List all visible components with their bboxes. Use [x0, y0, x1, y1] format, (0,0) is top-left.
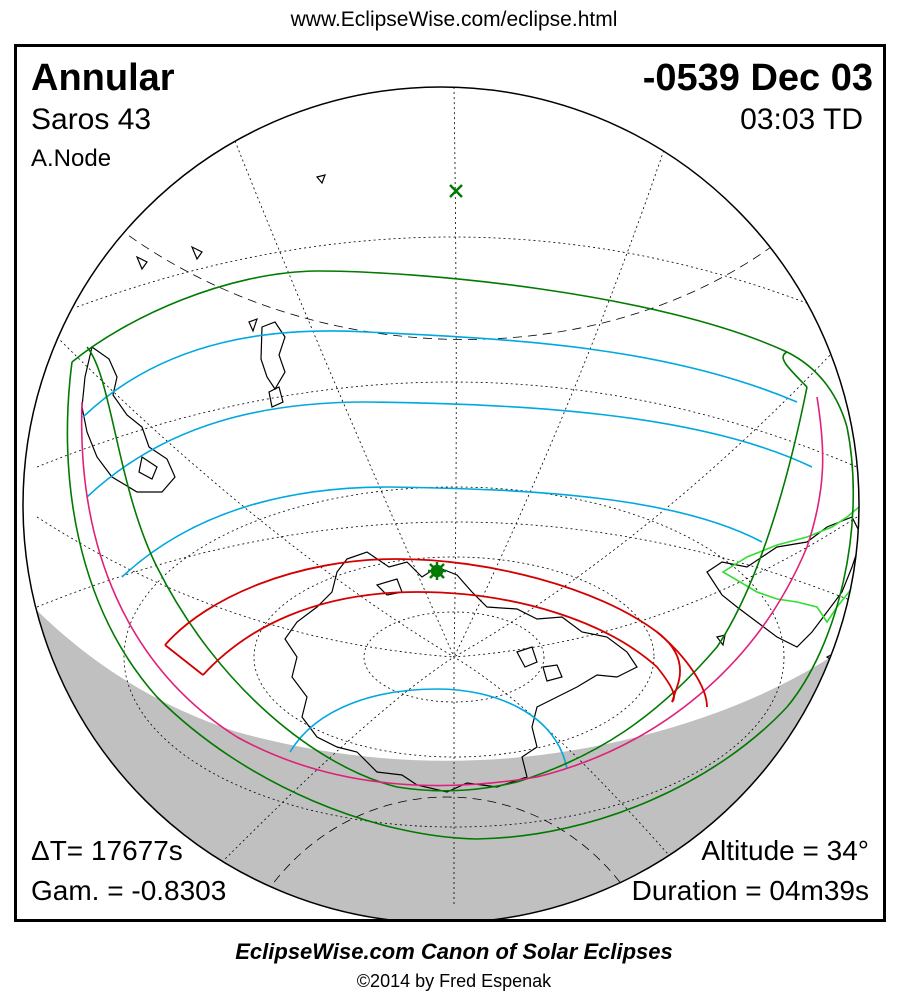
node-label: A.Node: [31, 145, 112, 172]
source-url[interactable]: www.EclipseWise.com/eclipse.html: [290, 8, 618, 31]
penumbral-limits: [66, 270, 855, 840]
graticule: [36, 87, 859, 907]
saros-number: Saros 43: [31, 103, 152, 136]
magnitude-lines: [82, 330, 813, 770]
central-duration: Duration = 04m39s: [631, 875, 869, 906]
sun-altitude: Altitude = 34°: [701, 835, 869, 866]
canon-title: EclipseWise.com Canon of Solar Eclipses: [235, 939, 673, 964]
greatest-eclipse-star-icon: [428, 562, 446, 580]
delta-t: ΔT= 17677s: [31, 835, 183, 866]
eclipse-map-frame: Annular -0539 Dec 03 Saros 43 03:03 TD A…: [14, 44, 886, 922]
greenland-outline: [721, 435, 859, 624]
dashed-circle-2: [236, 796, 658, 919]
rise-set-curves: [80, 396, 824, 787]
gamma-value: Gam. = -0.8303: [31, 875, 227, 906]
eclipse-globe-map: [22, 86, 860, 919]
subsolar-point-cross-icon: [449, 184, 463, 198]
eclipse-date: -0539 Dec 03: [642, 57, 873, 99]
dashed-circle: [116, 226, 798, 340]
eclipse-time: 03:03 TD: [740, 103, 863, 136]
annular-path: [164, 558, 708, 708]
globe-outline: [22, 86, 860, 919]
globe-disk: [23, 87, 859, 919]
eclipse-type: Annular: [31, 57, 175, 99]
copyright: ©2014 by Fred Espenak: [356, 971, 552, 991]
